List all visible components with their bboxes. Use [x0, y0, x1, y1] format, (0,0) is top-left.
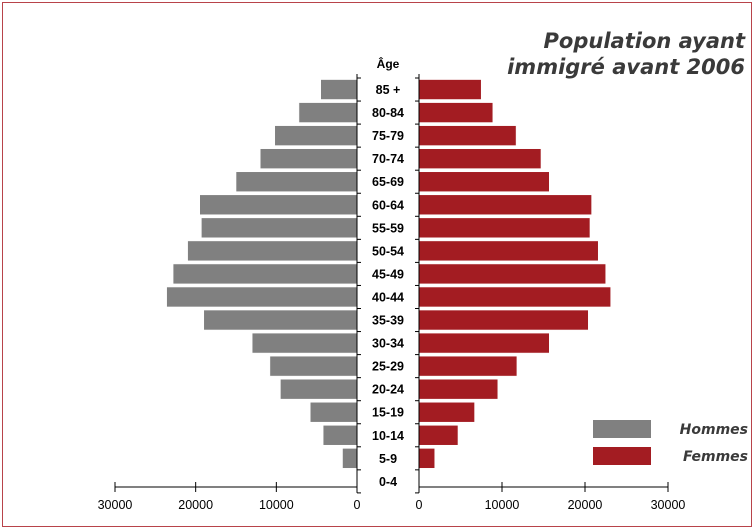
age-label-80-84: 80-84 [372, 106, 404, 120]
x-tick-label-femmes-30000: 30000 [651, 498, 686, 512]
bar-femmes-10-14 [418, 424, 459, 446]
legend-label-femmes: Femmes [683, 449, 748, 465]
age-label-50-54: 50-54 [372, 244, 404, 258]
legend-swatch-femmes [593, 447, 651, 465]
age-label-45-49: 45-49 [372, 267, 404, 281]
bar-femmes-35-39 [418, 309, 589, 331]
x-tick-label-femmes-10000: 10000 [485, 498, 520, 512]
bar-femmes-70-74 [418, 148, 542, 169]
bar-femmes-55-59 [418, 217, 591, 239]
age-label-70-74: 70-74 [372, 152, 404, 166]
bar-hommes-50-54 [187, 240, 358, 262]
x-tick-label-hommes-30000: 30000 [98, 498, 133, 512]
legend-label-hommes: Hommes [680, 422, 748, 438]
age-label-25-29: 25-29 [372, 360, 404, 374]
bar-hommes-80-84 [298, 102, 358, 123]
bar-hommes-45-49 [172, 263, 358, 285]
x-tick-label-hommes-20000: 20000 [178, 498, 213, 512]
age-label-15-19: 15-19 [372, 406, 404, 420]
bar-femmes-60-64 [418, 194, 592, 216]
bar-femmes-65-69 [418, 171, 550, 193]
age-label-60-64: 60-64 [372, 198, 404, 212]
bar-femmes-5-9 [418, 448, 436, 469]
age-label-55-59: 55-59 [372, 221, 404, 235]
bar-femmes-45-49 [418, 263, 607, 285]
age-label-5-9: 5-9 [379, 452, 397, 466]
x-tick-label-femmes-20000: 20000 [568, 498, 603, 512]
bar-hommes-55-59 [201, 217, 358, 239]
bar-hommes-75-79 [274, 125, 358, 146]
bar-femmes-25-29 [418, 355, 518, 377]
bar-femmes-30-34 [418, 332, 550, 354]
bar-hommes-15-19 [309, 401, 358, 423]
chart-title-line-1: Population ayant [543, 29, 745, 53]
age-label-75-79: 75-79 [372, 129, 404, 143]
age-label-85: 85 + [376, 83, 401, 97]
bar-hommes-25-29 [269, 355, 358, 377]
bar-hommes-30-34 [251, 332, 358, 354]
x-tick-label-hommes-10000: 10000 [259, 498, 294, 512]
bar-femmes-20-24 [418, 378, 499, 400]
bar-femmes-40-44 [418, 286, 612, 308]
legend-swatch-hommes [593, 420, 651, 438]
bar-hommes-10-14 [322, 424, 358, 446]
age-label-10-14: 10-14 [372, 429, 404, 443]
bar-hommes-85 [320, 79, 358, 100]
x-tick-label-hommes-0: 0 [354, 498, 361, 512]
age-label-0-4: 0-4 [379, 475, 397, 489]
age-label-40-44: 40-44 [372, 290, 404, 304]
bar-hommes-35-39 [203, 309, 358, 331]
bar-hommes-20-24 [280, 378, 358, 400]
bar-hommes-5-9 [342, 448, 358, 469]
age-label-30-34: 30-34 [372, 337, 404, 351]
bar-hommes-70-74 [259, 148, 358, 169]
bar-femmes-75-79 [418, 125, 517, 146]
bar-hommes-60-64 [199, 194, 358, 216]
bar-hommes-40-44 [166, 286, 358, 308]
age-axis-title: Âge [377, 56, 400, 71]
chart-title-line-2: immigré avant 2006 [507, 55, 745, 79]
x-tick-label-femmes-0: 0 [416, 498, 423, 512]
bar-femmes-85 [418, 79, 482, 100]
bar-femmes-50-54 [418, 240, 599, 262]
age-label-20-24: 20-24 [372, 383, 404, 397]
age-label-65-69: 65-69 [372, 175, 404, 189]
bar-hommes-65-69 [235, 171, 358, 193]
bar-femmes-80-84 [418, 102, 494, 123]
bar-femmes-15-19 [418, 401, 475, 423]
population-pyramid: Âge 85 + 80-84 75-79 70-74 65-69 60-64 55-59 50-… [98, 56, 748, 512]
age-label-35-39: 35-39 [372, 314, 404, 328]
